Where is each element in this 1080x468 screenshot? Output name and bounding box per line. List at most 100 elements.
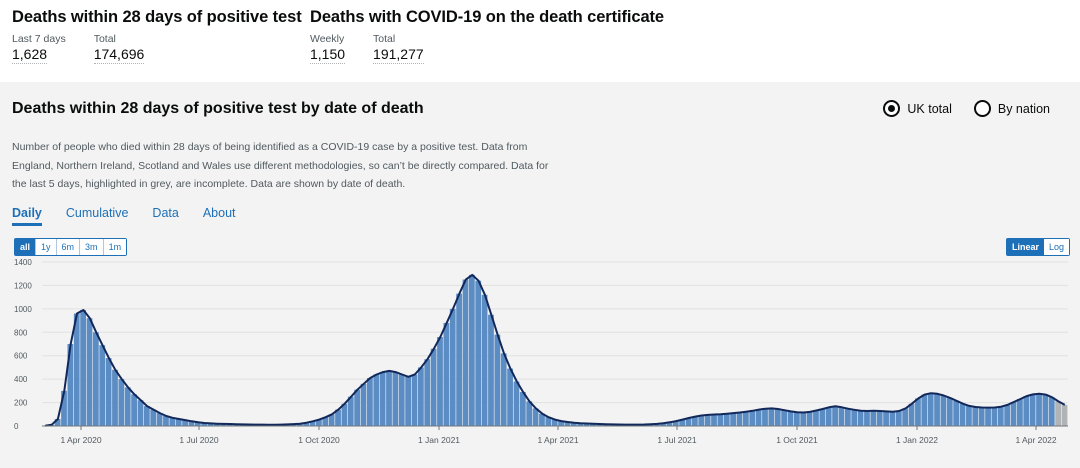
bar[interactable]	[86, 318, 93, 426]
bar[interactable]	[456, 293, 462, 426]
bar[interactable]	[864, 411, 870, 426]
bar[interactable]	[838, 407, 845, 426]
bar[interactable]	[704, 414, 711, 426]
bar[interactable]	[851, 409, 858, 426]
bar[interactable]	[1036, 393, 1042, 426]
bar[interactable]	[207, 423, 214, 426]
bar[interactable]	[379, 372, 386, 426]
radio-by-nation[interactable]: By nation	[973, 100, 1050, 117]
range-1y-button[interactable]: 1y	[36, 239, 57, 255]
bar[interactable]	[781, 410, 787, 426]
bar[interactable]	[347, 396, 354, 426]
bar[interactable]	[921, 394, 928, 426]
tab-cumulative[interactable]: Cumulative	[65, 206, 129, 220]
bar[interactable]	[940, 395, 947, 426]
bar[interactable]	[679, 419, 686, 426]
bar[interactable]	[755, 409, 762, 426]
bar[interactable]	[481, 294, 488, 426]
bar[interactable]	[876, 411, 883, 426]
bar[interactable]	[124, 387, 131, 426]
bar[interactable]	[507, 368, 513, 426]
bar[interactable]	[793, 412, 800, 426]
bar[interactable]	[188, 421, 195, 426]
bar[interactable]	[889, 411, 896, 426]
bar[interactable]	[959, 403, 966, 426]
bar[interactable]	[494, 334, 501, 426]
range-3m-button[interactable]: 3m	[80, 239, 104, 255]
bar[interactable]	[742, 411, 749, 426]
bar[interactable]	[946, 397, 953, 426]
bar[interactable]	[711, 414, 717, 426]
bar[interactable]	[392, 372, 399, 426]
daily-deaths-chart[interactable]: 0 200 400 600 800 1000 1200 1400 1 Apr 2020 1 Ju…	[0, 254, 1080, 468]
bar[interactable]	[596, 424, 603, 426]
bar[interactable]	[953, 400, 960, 426]
bar[interactable]	[194, 422, 201, 426]
bar[interactable]	[131, 394, 137, 426]
bar[interactable]	[698, 415, 705, 426]
bar[interactable]	[870, 410, 877, 426]
bar[interactable]	[1029, 394, 1036, 426]
tab-about[interactable]: About	[202, 206, 236, 220]
bar[interactable]	[883, 411, 889, 426]
bar[interactable]	[118, 379, 125, 426]
metric-value[interactable]: 191,277	[373, 46, 424, 64]
bar[interactable]	[532, 408, 539, 426]
bar[interactable]	[309, 421, 316, 426]
bar[interactable]	[1061, 404, 1068, 426]
bar[interactable]	[1017, 399, 1023, 426]
bar[interactable]	[430, 348, 437, 426]
bar[interactable]	[730, 413, 737, 426]
bar[interactable]	[717, 414, 724, 426]
bar[interactable]	[825, 407, 832, 426]
bar[interactable]	[997, 406, 1004, 426]
tab-daily[interactable]: Daily	[12, 206, 42, 226]
bar[interactable]	[558, 421, 564, 426]
radio-uk-total[interactable]: UK total	[883, 100, 952, 117]
bar[interactable]	[819, 409, 826, 426]
bar[interactable]	[526, 401, 533, 426]
bar[interactable]	[685, 418, 692, 426]
bar[interactable]	[175, 418, 182, 426]
bar[interactable]	[1048, 397, 1055, 426]
scale-log-button[interactable]: Log	[1043, 239, 1069, 255]
bar[interactable]	[214, 423, 220, 426]
bar[interactable]	[226, 424, 233, 426]
bar[interactable]	[991, 407, 998, 426]
bar[interactable]	[156, 413, 163, 426]
bar[interactable]	[966, 405, 972, 426]
bar[interactable]	[201, 422, 208, 426]
bar[interactable]	[405, 376, 412, 426]
bar[interactable]	[844, 408, 851, 426]
bar[interactable]	[749, 410, 756, 426]
range-6m-button[interactable]: 6m	[56, 239, 81, 255]
bar[interactable]	[143, 406, 150, 426]
bar[interactable]	[895, 411, 902, 426]
bar[interactable]	[590, 423, 596, 426]
bar[interactable]	[692, 416, 698, 426]
bar[interactable]	[54, 418, 61, 426]
bar[interactable]	[1042, 394, 1049, 426]
radio-unselected-icon[interactable]	[973, 100, 991, 117]
bar[interactable]	[551, 419, 558, 426]
bar[interactable]	[577, 423, 584, 426]
bar[interactable]	[813, 410, 819, 426]
bar[interactable]	[150, 409, 157, 426]
bar[interactable]	[73, 313, 80, 426]
bar[interactable]	[800, 412, 807, 426]
bar[interactable]	[163, 416, 169, 426]
bar[interactable]	[424, 359, 431, 426]
bar[interactable]	[303, 422, 310, 426]
bar[interactable]	[985, 407, 991, 426]
bar[interactable]	[723, 413, 730, 426]
bar[interactable]	[449, 308, 456, 426]
bar[interactable]	[468, 274, 475, 426]
bar[interactable]	[1055, 401, 1062, 426]
scale-linear-button[interactable]: Linear	[1006, 239, 1044, 255]
bar[interactable]	[367, 377, 373, 426]
bar[interactable]	[500, 353, 507, 426]
bar[interactable]	[768, 408, 775, 426]
bar[interactable]	[762, 408, 768, 426]
metric-value[interactable]: 1,150	[310, 46, 346, 64]
range-1m-button[interactable]: 1m	[103, 239, 127, 255]
